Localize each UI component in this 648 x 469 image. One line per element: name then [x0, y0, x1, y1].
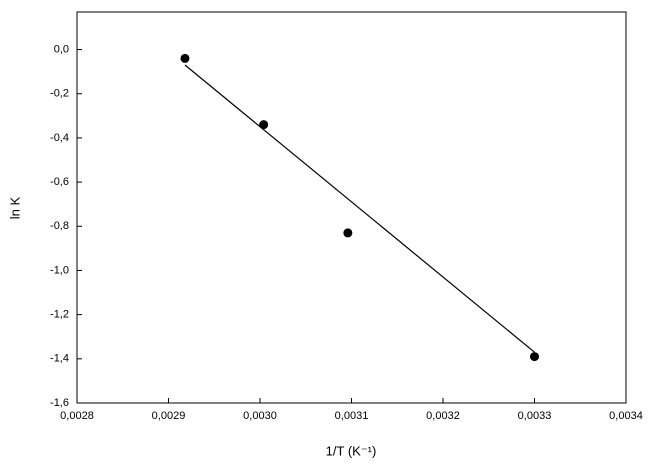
data-point — [530, 352, 539, 362]
data-point — [180, 53, 190, 63]
x-tick-label: 0,0033 — [518, 410, 552, 422]
data-point — [259, 120, 269, 130]
y-tick-label: -1,4 — [50, 353, 69, 365]
x-tick-label: 0,0028 — [60, 410, 94, 422]
x-tick-label: 0,0031 — [335, 410, 369, 422]
y-tick-label: -0,2 — [50, 88, 69, 100]
y-tick-label: -1,2 — [50, 309, 69, 321]
y-tick-label: -0,6 — [50, 176, 69, 188]
y-tick-label: -0,4 — [50, 132, 69, 144]
x-tick-label: 0,0030 — [243, 410, 277, 422]
data-point — [343, 228, 353, 238]
fit-line — [184, 64, 535, 353]
x-tick-label: 0,0034 — [609, 410, 643, 422]
x-tick-label: 0,0032 — [426, 410, 460, 422]
x-tick-label: 0,0029 — [152, 410, 186, 422]
y-tick-label: -0,8 — [50, 220, 69, 232]
y-tick-label: 0,0 — [54, 43, 69, 55]
x-axis-title: 1/T (K⁻¹) — [326, 443, 377, 458]
y-tick-label: -1,6 — [50, 397, 69, 409]
y-tick-label: -1,0 — [50, 264, 69, 276]
plot-frame — [76, 11, 627, 404]
y-axis-title: ln K — [7, 196, 22, 219]
